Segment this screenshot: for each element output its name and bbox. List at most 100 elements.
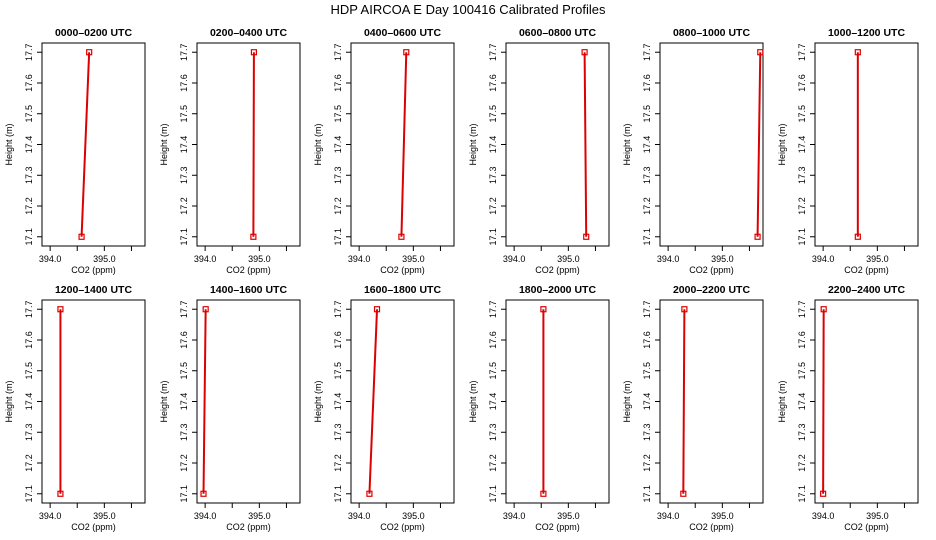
x-axis-label: CO2 (ppm) [535,265,580,275]
plot-frame [659,42,764,247]
plot-frame [196,42,301,247]
x-tick-label: 395.0 [248,254,271,264]
y-tick-label: 17.7 [797,300,807,318]
x-tick-label: 394.0 [39,254,62,264]
y-tick-label: 17.5 [333,362,343,380]
y-axis-label: Height (m) [468,123,478,165]
panel-title: 1600–1800 UTC [364,284,441,296]
x-tick-label: 394.0 [503,511,526,521]
y-tick-label: 17.4 [797,136,807,154]
panel-title: 2200–2400 UTC [828,284,905,296]
profile-line [368,309,379,494]
profile-point [202,306,209,313]
profile-point [581,49,588,56]
profile-point [854,233,861,240]
y-axis-label: Height (m) [4,380,14,422]
plot-frame [505,42,610,247]
y-tick-label: 17.6 [642,74,652,92]
x-tick-label: 394.0 [812,511,835,521]
y-tick-label: 17.7 [488,300,498,318]
plot-frame [196,299,301,504]
y-tick-label: 17.3 [797,423,807,441]
y-tick-label: 17.2 [797,197,807,215]
y-tick-label: 17.5 [24,105,34,123]
panel-title: 1200–1400 UTC [55,284,132,296]
y-tick-label: 17.5 [488,362,498,380]
profile-point [250,233,257,240]
panel-title: 1800–2000 UTC [519,284,596,296]
y-tick-label: 17.3 [24,423,34,441]
y-tick-label: 17.7 [797,43,807,61]
y-tick-label: 17.5 [333,105,343,123]
y-tick-label: 17.5 [179,105,189,123]
y-tick-label: 17.3 [333,166,343,184]
y-tick-label: 17.6 [333,331,343,349]
x-axis-label: CO2 (ppm) [689,265,734,275]
y-axis-label: Height (m) [622,380,632,422]
plot-frame [41,42,146,247]
y-tick-label: 17.6 [333,74,343,92]
y-axis-label: Height (m) [4,123,14,165]
profile-point [820,490,827,497]
x-axis-label: CO2 (ppm) [380,265,425,275]
y-tick-label: 17.2 [642,197,652,215]
panel-title: 0400–0600 UTC [364,27,441,39]
y-tick-label: 17.5 [642,362,652,380]
y-tick-label: 17.7 [642,300,652,318]
x-axis-label: CO2 (ppm) [226,522,271,532]
y-tick-label: 17.6 [488,331,498,349]
panel-title: 2000–2200 UTC [673,284,750,296]
profile-point [366,490,373,497]
y-tick-label: 17.6 [797,331,807,349]
y-tick-label: 17.4 [797,393,807,411]
y-tick-label: 17.3 [797,166,807,184]
y-tick-label: 17.4 [24,136,34,154]
x-tick-label: 395.0 [866,511,889,521]
y-tick-label: 17.3 [488,166,498,184]
y-tick-label: 17.2 [333,197,343,215]
y-tick-label: 17.7 [179,43,189,61]
y-tick-label: 17.2 [642,454,652,472]
y-tick-label: 17.6 [797,74,807,92]
panel-title: 1400–1600 UTC [210,284,287,296]
x-axis-label: CO2 (ppm) [380,522,425,532]
y-tick-label: 17.1 [333,228,343,246]
profile-line [80,52,91,237]
profile-point [583,233,590,240]
profile-point [250,49,258,56]
plot-frame [814,299,919,504]
y-tick-label: 17.1 [488,485,498,503]
x-tick-label: 395.0 [557,511,580,521]
profile-point [854,49,861,56]
y-axis-label: Height (m) [468,380,478,422]
y-tick-label: 17.3 [642,423,652,441]
x-axis-label: CO2 (ppm) [689,522,734,532]
profile-point [398,233,405,240]
y-tick-label: 17.5 [179,362,189,380]
y-tick-label: 17.4 [642,136,652,154]
y-tick-label: 17.6 [24,74,34,92]
panel-title: 0800–1000 UTC [673,27,750,39]
y-axis-label: Height (m) [159,380,169,422]
x-axis-label: CO2 (ppm) [844,265,889,275]
x-tick-label: 395.0 [402,254,425,264]
y-tick-label: 17.4 [488,136,498,154]
profile-point [754,233,761,240]
x-tick-label: 394.0 [194,254,217,264]
y-tick-label: 17.5 [797,105,807,123]
y-tick-label: 17.1 [488,228,498,246]
x-tick-label: 395.0 [557,254,580,264]
plot-frame [505,299,610,504]
y-axis-label: Height (m) [313,380,323,422]
profile-point [373,306,381,313]
y-tick-label: 17.6 [179,74,189,92]
y-tick-label: 17.5 [24,362,34,380]
plot-frame [41,299,146,504]
x-tick-label: 395.0 [711,254,734,264]
